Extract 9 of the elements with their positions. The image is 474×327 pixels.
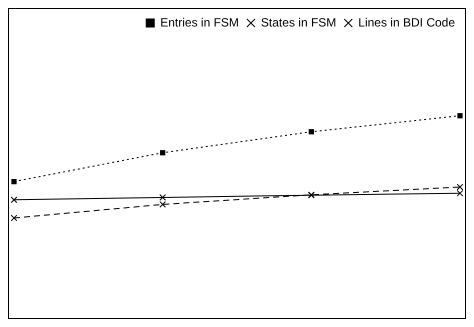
point bbox=[11, 178, 17, 184]
point bbox=[308, 129, 314, 134]
point bbox=[10, 196, 18, 204]
legend-label: Entries in FSM bbox=[160, 15, 239, 30]
point bbox=[160, 150, 166, 156]
legend-label: States in FSM bbox=[260, 15, 336, 30]
legend-label: Lines in BDI Code bbox=[358, 15, 456, 30]
point bbox=[457, 113, 463, 118]
point bbox=[10, 214, 18, 222]
